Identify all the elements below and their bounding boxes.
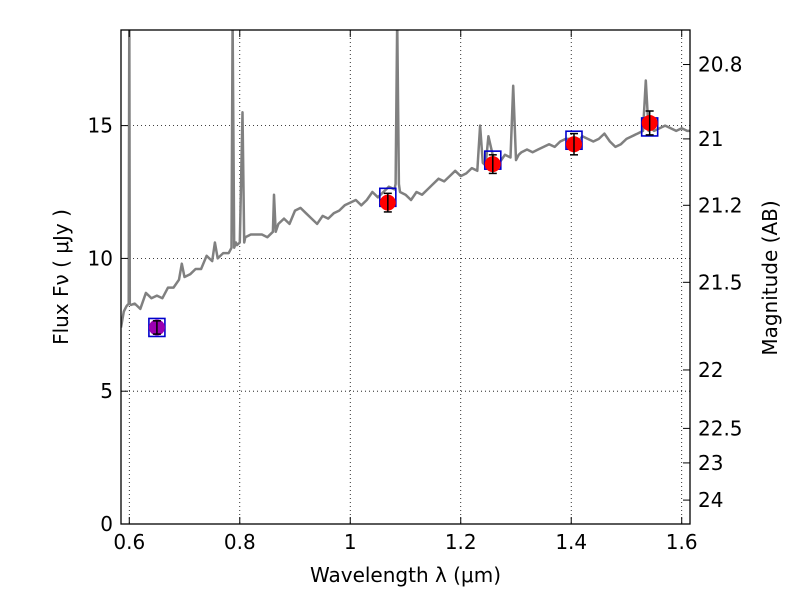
- x-tick-label: 1.6: [666, 530, 698, 554]
- plot-frame: [120, 29, 691, 525]
- observed-points-layer: [148, 110, 658, 336]
- right-tick-label: 23: [698, 451, 723, 475]
- right-tick-label: 24: [698, 488, 723, 512]
- x-axis-ticks: 0.6 0.8 1 1.2 1.4 1.6: [113, 30, 698, 554]
- right-axis-ticks: 20.8 21 21.2 21.5 22 22.5 23 24: [683, 53, 743, 512]
- right-axis-label: Magnitude (AB): [758, 200, 782, 355]
- right-tick-label: 21: [698, 127, 723, 151]
- x-tick-label: 1.2: [445, 530, 477, 554]
- y-tick-label: 10: [88, 246, 113, 270]
- model-points-layer: [148, 117, 659, 338]
- x-tick-label: 0.8: [224, 530, 256, 554]
- right-tick-label: 21.5: [698, 270, 743, 294]
- spectrum-line: [121, 30, 690, 328]
- y-tick-label: 5: [100, 379, 113, 403]
- y-tick-label: 0: [100, 512, 113, 536]
- right-tick-label: 21.2: [698, 193, 743, 217]
- right-tick-label: 22: [698, 358, 723, 382]
- spectrum-layer: [121, 30, 690, 328]
- y-axis-label: Flux Fν ( μJy ): [49, 209, 73, 345]
- x-tick-label: 1: [344, 530, 357, 554]
- grid-lines: [121, 30, 690, 524]
- x-axis-label: Wavelength λ (μm): [310, 563, 501, 587]
- y-tick-label: 15: [88, 114, 113, 138]
- right-tick-label: 22.5: [698, 416, 743, 440]
- y-axis-ticks: 0 5 10 15: [88, 114, 128, 536]
- right-tick-label: 20.8: [698, 53, 743, 77]
- x-tick-label: 0.6: [113, 530, 145, 554]
- x-tick-label: 1.4: [555, 530, 587, 554]
